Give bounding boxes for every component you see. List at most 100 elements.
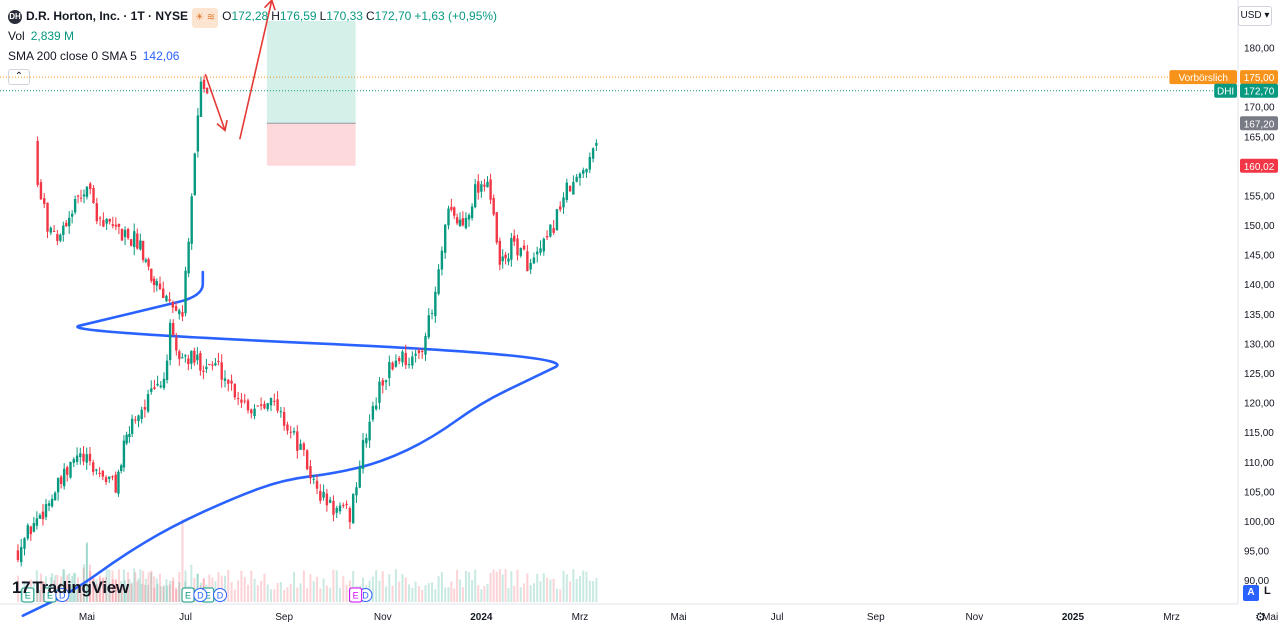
volume-bar: [299, 583, 302, 602]
volume-bar: [444, 587, 447, 602]
price-label-tag: [1169, 70, 1237, 85]
volume-bar: [76, 586, 79, 602]
candle-body: [299, 443, 302, 450]
candle-body: [522, 245, 526, 250]
volume-bar: [156, 583, 159, 602]
symbol-title[interactable]: D.R. Horton, Inc. · 1T · NYSE: [26, 9, 189, 23]
currency-label: USD: [1240, 10, 1262, 21]
volume-bar: [480, 589, 483, 602]
y-tick-label: 140,00: [1244, 280, 1275, 291]
candle-body: [507, 258, 510, 262]
candle-body: [122, 440, 126, 468]
volume-bar: [539, 581, 542, 602]
candle-body: [282, 411, 286, 426]
candle-body: [582, 170, 585, 174]
gear-icon[interactable]: ⚙: [1255, 610, 1266, 624]
candle-body: [401, 351, 404, 363]
candle-body: [501, 256, 504, 262]
candle-body: [322, 491, 325, 498]
volume-bar: [155, 578, 158, 602]
volume-bar: [63, 569, 66, 602]
candle-body: [155, 281, 158, 286]
candle-body: [211, 364, 214, 366]
candle-body: [230, 380, 233, 384]
candle-body: [565, 182, 569, 201]
open-value: 172,28: [231, 9, 269, 23]
volume-bar: [250, 570, 253, 602]
x-tick-label: Mai: [79, 612, 95, 623]
event-marker-letter: E: [47, 591, 53, 601]
volume-bar: [513, 586, 516, 602]
candle-body: [150, 268, 153, 281]
y-tick-label: 150,00: [1244, 221, 1275, 232]
candle-body: [130, 418, 134, 434]
volume-bar: [159, 573, 162, 602]
volume-bar: [16, 575, 19, 602]
currency-select[interactable]: USD ▾: [1238, 6, 1272, 26]
candle-body: [483, 184, 486, 187]
volume-bar: [283, 589, 286, 602]
volume-bar: [62, 569, 65, 602]
candle-body: [137, 415, 140, 422]
candle-body: [150, 388, 153, 392]
volume-bar: [458, 579, 461, 602]
candle-body: [536, 251, 539, 255]
volume-bar: [230, 581, 233, 602]
candle-body: [591, 148, 595, 159]
volume-bar: [66, 575, 69, 602]
indicator-row[interactable]: SMA 200 close 0 SMA 5 142,06: [8, 46, 497, 66]
volume-bar: [507, 588, 510, 602]
projection-arrow-line: [204, 73, 226, 131]
candle-body: [414, 353, 417, 356]
x-tick-label: Jul: [771, 612, 784, 623]
volume-label: Vol: [8, 29, 25, 43]
candle-body: [98, 472, 101, 474]
x-tick-label: Mai: [670, 612, 686, 623]
candle-body: [269, 397, 273, 406]
volume-bar: [427, 583, 430, 602]
volume-bar: [120, 584, 123, 602]
log-scale-button[interactable]: L: [1264, 585, 1271, 597]
candle-body: [510, 238, 513, 260]
volume-bar: [483, 586, 486, 602]
candle-body: [193, 350, 196, 363]
high-value: 176,59: [279, 9, 317, 23]
volume-bar: [542, 572, 545, 602]
candle-body: [246, 400, 250, 411]
candle-body: [79, 197, 83, 199]
volume-bar: [293, 571, 296, 602]
candle-body: [114, 224, 118, 227]
volume-bar: [246, 584, 249, 602]
candle-body: [489, 179, 492, 200]
candle-body: [147, 259, 150, 267]
candle-body: [256, 405, 260, 407]
volume-bar: [233, 589, 236, 602]
volume-bar: [237, 580, 240, 602]
volume-bar: [166, 585, 169, 602]
volume-bar: [172, 577, 175, 602]
event-marker-letter: E: [185, 591, 191, 601]
candle-body: [102, 220, 105, 227]
candle-body: [117, 224, 121, 227]
volume-bar: [114, 580, 117, 602]
candle-body: [214, 363, 217, 366]
candle-body: [516, 238, 519, 256]
volume-bar: [536, 573, 539, 602]
volume-bar: [263, 573, 266, 602]
volume-row[interactable]: Vol 2,839 M: [8, 26, 497, 46]
market-status-icon[interactable]: ☀ ≋: [192, 8, 219, 28]
volume-bar: [411, 587, 414, 602]
volume-bar: [312, 581, 315, 602]
candle-body: [141, 240, 145, 260]
auto-scale-button[interactable]: A: [1243, 585, 1259, 601]
price-label-value: 167,20: [1244, 119, 1275, 130]
volume-bar: [296, 587, 299, 602]
candle-body: [227, 379, 230, 384]
collapse-legend-button[interactable]: ⌃: [8, 69, 30, 85]
candle-body: [125, 434, 128, 444]
candle-body: [20, 546, 23, 563]
volume-bar: [408, 584, 411, 602]
candle-body: [345, 503, 348, 506]
volume-bar: [486, 583, 489, 602]
